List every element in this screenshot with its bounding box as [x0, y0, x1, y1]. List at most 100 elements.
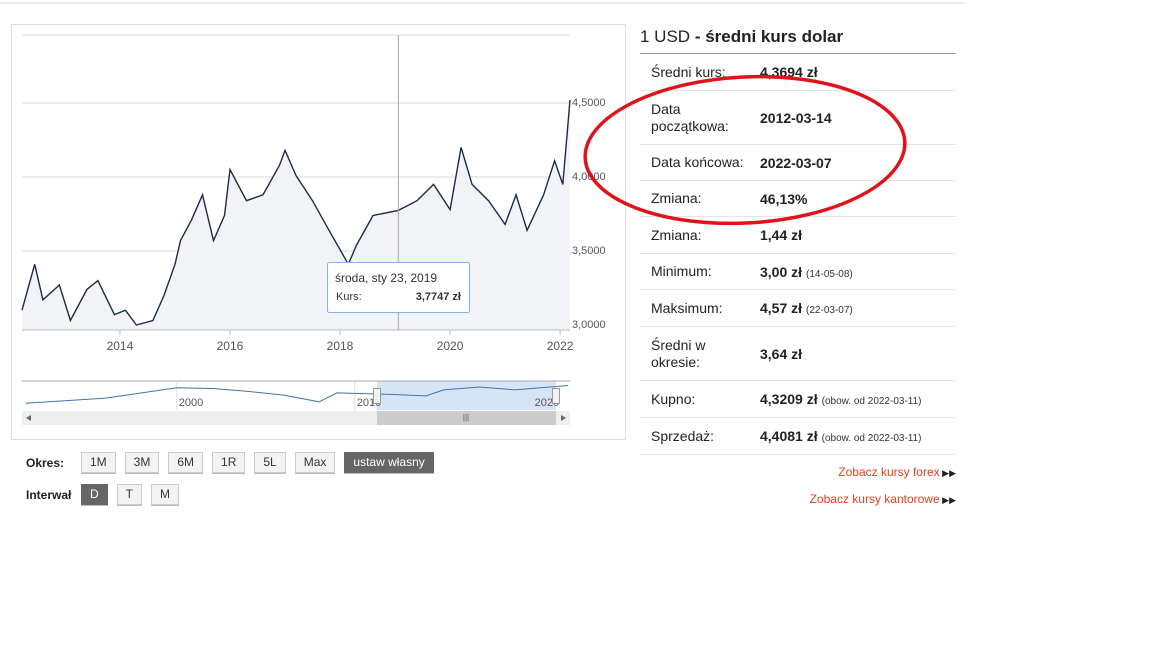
row-value-cell: 46,13%	[760, 191, 807, 207]
row-value-cell: 2012-03-14	[760, 110, 832, 126]
row-label-cell: Zmiana:	[640, 227, 760, 244]
link-row: Zobacz kursy kantorowe ▶▶	[640, 492, 956, 519]
row-label-cell: Minimum:	[640, 263, 760, 280]
row-label: Zmiana:	[651, 190, 702, 206]
info-row: Data końcowa: 2022-03-07	[640, 145, 956, 181]
interval-controls: Interwał D T M	[26, 484, 188, 505]
info-row: Średni kurs: 4,3694 zł	[640, 54, 956, 91]
info-row: Kupno: 4,3209 zł (obow. od 2022-03-11)	[640, 381, 956, 418]
row-note: (obow. od 2022-03-11)	[821, 396, 922, 407]
scrollbar-thumb	[377, 411, 556, 425]
link-arrows: ▶▶	[939, 495, 956, 505]
navigator-handle[interactable]	[552, 388, 560, 404]
info-row: Minimum: 3,00 zł (14-05-08)	[640, 254, 956, 290]
info-row: Średni w okresie: 3,64 zł	[640, 327, 956, 381]
row-value-cell: 1,44 zł	[760, 227, 802, 243]
x-tick-label: 2014	[107, 339, 134, 353]
row-label: Minimum:	[651, 263, 712, 279]
row-label-cell: Data końcowa:	[640, 154, 760, 171]
navigator-handle[interactable]	[373, 388, 381, 404]
row-value-cell: 4,3694 zł	[760, 64, 818, 80]
navigator-selection	[377, 381, 556, 410]
x-tick-label: 2022	[547, 339, 574, 353]
interval-label: Interwał	[26, 487, 72, 502]
y-tick-label: 4,0000	[572, 171, 606, 183]
row-label: Średni kurs:	[651, 63, 726, 80]
links: Zobacz kursy forex ▶▶ Zobacz kursy kantor…	[640, 465, 956, 519]
period-button[interactable]: 1R	[212, 452, 246, 473]
panel-title: 1 USD - średni kurs dolar	[640, 24, 956, 54]
period-controls: Okres: 1M 3M 6M 1R 5L Max ustaw własny	[26, 452, 443, 473]
row-value: 4,57 zł	[760, 300, 803, 316]
row-label: Zmiana:	[651, 226, 702, 243]
row-label: Maksimum:	[651, 299, 723, 316]
row-value: 4,3209 zł	[760, 391, 818, 407]
period-button[interactable]: 5L	[254, 452, 286, 473]
navigator-line	[25, 385, 569, 404]
tooltip-date: środa, sty 23, 2019	[335, 271, 437, 285]
navigator-tick-label: 2000	[179, 397, 203, 409]
line	[21, 100, 571, 326]
row-value: 46,13%	[760, 190, 808, 207]
row-label-cell: Kupno:	[640, 391, 760, 408]
link-arrows: ▶▶	[939, 468, 956, 478]
link-row: Zobacz kursy forex ▶▶	[640, 465, 956, 492]
row-value-cell: 2022-03-07	[760, 155, 832, 171]
row-label: Data początkowa:	[651, 100, 729, 134]
info-row: Data początkowa: 2012-03-14	[640, 91, 956, 145]
y-tick-label: 4,5000	[572, 97, 606, 109]
row-value: 2012-03-14	[760, 109, 832, 126]
y-tick-label: 3,0000	[572, 319, 606, 331]
row-note: (obow. od 2022-03-11)	[821, 433, 922, 444]
period-button[interactable]: 6M	[168, 452, 204, 473]
period-button[interactable]: Max	[294, 452, 336, 473]
interval-button[interactable]: D	[81, 484, 108, 505]
currency: 1 USD	[640, 27, 691, 46]
row-label-cell: Średni kurs:	[640, 64, 760, 81]
row-value-cell: 4,3209 zł (obow. od 2022-03-11)	[760, 391, 922, 407]
info-row: Sprzedaż: 4,4081 zł (obow. od 2022-03-11)	[640, 418, 956, 455]
row-value-cell: 3,00 zł (14-05-08)	[760, 264, 853, 280]
link[interactable]: Zobacz kursy kantorowe	[809, 492, 940, 506]
row-label-cell: Data początkowa:	[640, 101, 760, 135]
x-tick-label: 2016	[217, 339, 244, 353]
row-label-cell: Zmiana:	[640, 190, 760, 207]
row-label: Kupno:	[651, 390, 696, 407]
info-row: Zmiana: 1,44 zł	[640, 217, 956, 254]
chart: ||| 3,0000 3,5000 4,0000 4,5000 2014 2016 2018…	[11, 24, 626, 440]
info-row: Maksimum: 4,57 zł (22-03-07)	[640, 290, 956, 327]
tooltip-value: 3,7747 zł	[416, 291, 461, 303]
row-label-cell: Sprzedaż:	[640, 428, 760, 445]
period-button[interactable]: 3M	[124, 452, 160, 473]
tooltip-box	[327, 262, 470, 313]
row-value: 1,44 zł	[760, 227, 803, 243]
info-panel: 1 USD - średni kurs dolar Średni kurs: 4,…	[640, 24, 956, 519]
period-button[interactable]: ustaw własny	[344, 452, 434, 473]
row-value: 3,64 zł	[760, 345, 803, 362]
title: - średni kurs dolar	[694, 27, 844, 46]
period-button[interactable]: 1M	[81, 452, 116, 473]
row-value-cell: 4,4081 zł (obow. od 2022-03-11)	[760, 428, 922, 444]
row-value-cell: 4,57 zł (22-03-07)	[760, 300, 853, 316]
interval-button[interactable]: M	[151, 484, 180, 505]
y-tick-label: 3,5000	[572, 245, 606, 257]
row-value: 4,3694 zł	[760, 64, 818, 80]
link[interactable]: Zobacz kursy forex	[838, 465, 940, 479]
row-label: Średni w okresie:	[651, 336, 706, 370]
row-label: Sprzedaż:	[651, 427, 715, 444]
row-value-cell: 3,64 zł	[760, 346, 802, 362]
grip: |||	[463, 413, 469, 422]
info-row: Zmiana: 46,13%	[640, 181, 956, 217]
row-note: (22-03-07)	[806, 305, 853, 316]
x-tick-label: 2018	[327, 339, 354, 353]
x-tick-label: 2020	[437, 339, 464, 353]
row-value: 3,00 zł	[760, 263, 803, 280]
top-rule	[0, 2, 965, 4]
row-value: 2022-03-07	[760, 154, 832, 171]
interval-button[interactable]: T	[116, 484, 143, 505]
row-label-cell: Średni w okresie:	[640, 337, 760, 371]
tooltip-label: Kurs:	[336, 291, 362, 303]
row-note: (14-05-08)	[806, 268, 853, 280]
row-value: 4,4081 zł	[760, 428, 818, 444]
